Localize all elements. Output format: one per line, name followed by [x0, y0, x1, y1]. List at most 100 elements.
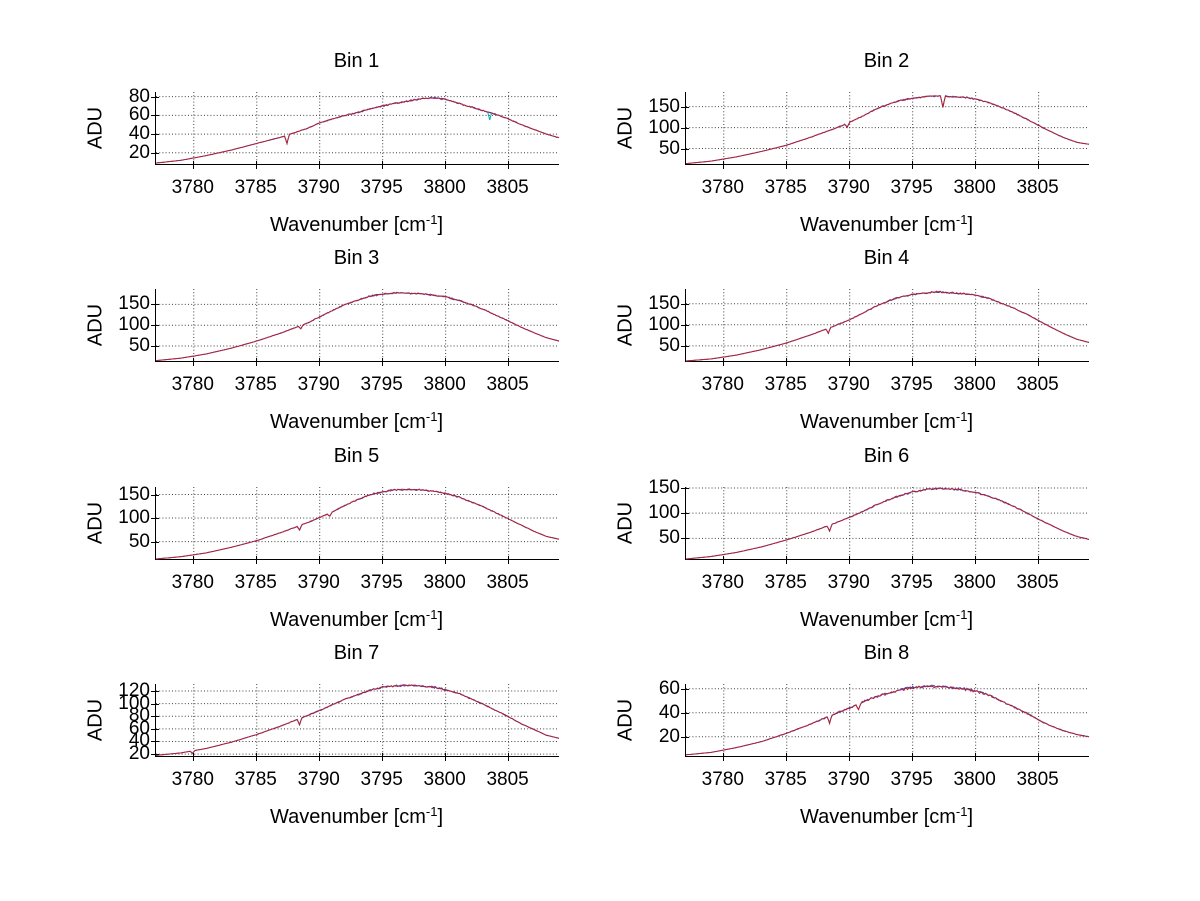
x-tick-mark [381, 753, 383, 761]
spectrum-curve-red [155, 97, 560, 164]
x-tick-label: 3805 [1016, 374, 1059, 395]
x-tick-label: 3805 [486, 572, 529, 593]
x-tick-mark [722, 753, 724, 761]
x-tick-label: 3790 [297, 177, 340, 198]
x-tick-label: 3780 [171, 572, 214, 593]
x-tick-label: 3795 [360, 177, 403, 198]
plot-area [685, 487, 1090, 560]
y-tick-label: 20 [128, 141, 150, 163]
x-tick-mark [192, 358, 194, 366]
x-tick-label: 3780 [701, 177, 744, 198]
x-tick-label: 3805 [486, 177, 529, 198]
plot-area [685, 289, 1090, 362]
x-tick-mark [722, 556, 724, 564]
x-tick-mark [722, 358, 724, 366]
x-tick-label: 3790 [827, 572, 870, 593]
spike-marker-cyan [487, 112, 493, 121]
plot-title: Bin 3 [333, 247, 380, 269]
x-tick-mark [911, 161, 913, 169]
x-tick-mark [318, 358, 320, 366]
spectrum-curve-red [155, 291, 560, 362]
subplot-bin-8: Bin 8 ADU Wavenumber [cm-1] 20 40 60 3780 37… [565, 640, 1125, 840]
y-tick-mark [151, 494, 159, 496]
y-tick-label: 50 [658, 527, 680, 549]
x-tick-mark [785, 161, 787, 169]
plot-title: Bin 8 [863, 642, 910, 664]
y-tick-mark [151, 346, 159, 348]
y-tick-mark [681, 488, 689, 489]
y-tick-mark [681, 538, 689, 540]
spectrum-curve-blue [685, 95, 1090, 165]
x-tick-mark [848, 556, 850, 564]
x-tick-mark [444, 753, 446, 761]
x-tick-mark [381, 556, 383, 564]
spectrum-curve-blue [155, 291, 560, 362]
y-tick-mark [151, 325, 159, 327]
y-tick-label: 60 [658, 677, 680, 699]
plot-canvas [685, 684, 1090, 756]
y-tick-label: 50 [128, 335, 150, 357]
x-tick-label: 3790 [827, 374, 870, 395]
x-tick-label: 3795 [360, 374, 403, 395]
y-tick-mark [681, 736, 689, 738]
spectrum-curve-red [155, 684, 560, 756]
x-tick-label: 3790 [297, 374, 340, 395]
x-tick-label: 3795 [890, 374, 933, 395]
spectrum-curve-red [685, 95, 1090, 165]
x-tick-mark [974, 556, 976, 564]
y-tick-mark [681, 513, 689, 515]
y-tick-mark [151, 741, 159, 743]
y-tick-mark [681, 324, 689, 326]
y-tick-label: 100 [118, 507, 150, 529]
x-tick-mark [381, 161, 383, 169]
x-tick-label: 3790 [297, 572, 340, 593]
x-axis-label: Wavenumber [cm-1] [799, 409, 974, 433]
x-axis-label: Wavenumber [cm-1] [269, 409, 444, 433]
y-tick-mark [151, 134, 159, 136]
spectrum-curve-blue [685, 487, 1090, 560]
plot-area [155, 487, 560, 560]
x-tick-mark [318, 161, 320, 169]
x-tick-mark [974, 753, 976, 761]
y-tick-mark [681, 303, 689, 305]
y-tick-label: 120 [118, 679, 150, 701]
plot-canvas [685, 92, 1090, 165]
x-tick-label: 3790 [827, 177, 870, 198]
x-tick-mark [255, 161, 257, 169]
x-tick-mark [192, 556, 194, 564]
subplot-bin-5: Bin 5 ADU Wavenumber [cm-1] 50 100 150 3780… [35, 443, 595, 643]
x-tick-label: 3800 [953, 177, 996, 198]
y-tick-mark [151, 541, 159, 543]
y-tick-mark [151, 754, 159, 756]
x-tick-label: 3805 [1016, 769, 1059, 790]
y-tick-label: 150 [648, 95, 680, 117]
spectrum-curve-red [155, 488, 560, 560]
y-tick-label: 50 [128, 530, 150, 552]
x-tick-mark [255, 358, 257, 366]
y-tick-label: 100 [648, 502, 680, 524]
x-tick-mark [318, 556, 320, 564]
subplot-bin-7: Bin 7 ADU Wavenumber [cm-1] 20 40 60 80 100 1… [35, 640, 595, 840]
y-tick-mark [151, 703, 159, 705]
x-tick-mark [974, 358, 976, 366]
spectrum-curve-red [685, 487, 1090, 560]
x-tick-mark [974, 161, 976, 169]
y-tick-label: 40 [128, 730, 150, 752]
y-tick-mark [681, 106, 689, 108]
x-tick-mark [1037, 753, 1039, 761]
y-tick-label: 100 [118, 314, 150, 336]
subplot-bin-1: Bin 1 ADU Wavenumber [cm-1] 20 40 60 80 3780… [35, 48, 595, 248]
x-tick-label: 3785 [764, 374, 807, 395]
y-tick-label: 40 [128, 123, 150, 145]
x-tick-label: 3790 [297, 769, 340, 790]
x-tick-label: 3795 [890, 769, 933, 790]
y-tick-label: 80 [128, 85, 150, 107]
x-tick-label: 3800 [423, 374, 466, 395]
x-axis-label: Wavenumber [cm-1] [269, 804, 444, 828]
plot-area [155, 684, 560, 757]
x-tick-label: 3805 [1016, 572, 1059, 593]
spectrum-curve-blue [155, 684, 560, 756]
y-tick-label: 60 [128, 104, 150, 126]
x-tick-label: 3785 [234, 572, 277, 593]
x-axis-label: Wavenumber [cm-1] [799, 212, 974, 236]
